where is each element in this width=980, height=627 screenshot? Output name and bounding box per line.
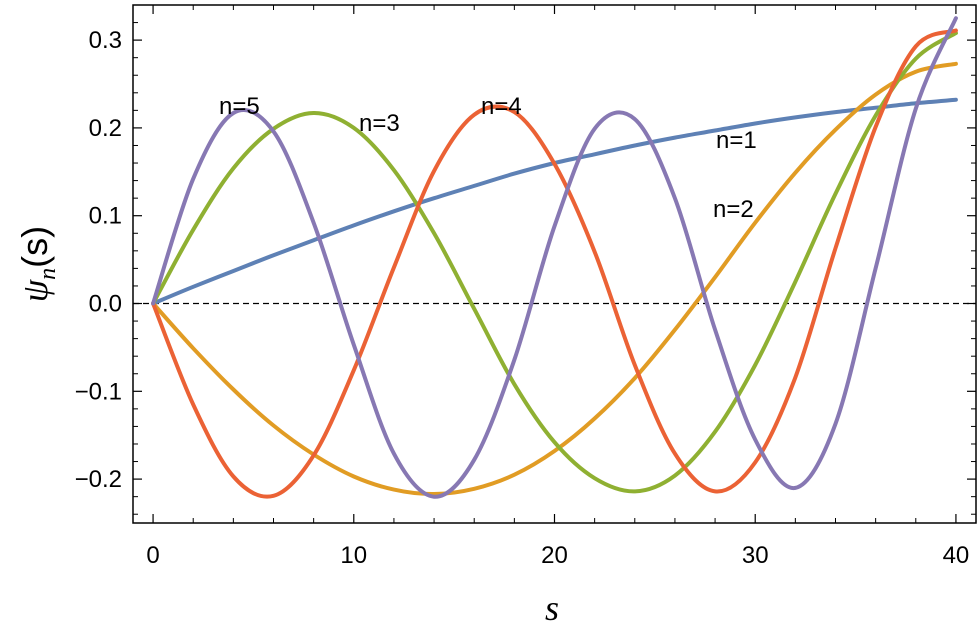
x-tick-label: 20: [541, 542, 568, 569]
tick-labels: 0 10 20 30 40 −0.2 −0.1 0.0 0.1 0.2 0.3: [75, 27, 970, 569]
x-tick-label: 10: [340, 542, 367, 569]
y-axis-title-subscript: n: [35, 268, 61, 280]
axis-ticks: [133, 5, 976, 523]
y-axis-title: ψn(s): [14, 226, 61, 302]
y-axis-title-tail: (s): [14, 226, 55, 268]
x-tick-label: 40: [943, 542, 970, 569]
annotation-n5: n=5: [219, 93, 260, 120]
series-line-n2: [151, 61, 958, 497]
series-line-n3: [151, 31, 958, 494]
plot-frame: [132, 4, 977, 524]
y-tick-label: −0.1: [75, 378, 122, 405]
y-tick-label: 0.0: [89, 291, 122, 318]
annotation-n4: n=4: [481, 93, 522, 120]
annotation-n1: n=1: [716, 127, 757, 154]
series-line-n4: [151, 28, 958, 499]
y-tick-label: 0.3: [89, 27, 122, 54]
annotation-n3: n=3: [359, 110, 400, 137]
y-axis-title-psi: ψ: [15, 279, 55, 302]
y-tick-label: 0.1: [89, 203, 122, 230]
x-tick-label: 0: [146, 542, 159, 569]
annotation-n2: n=2: [713, 196, 754, 223]
x-tick-label: 30: [742, 542, 769, 569]
y-tick-label: 0.2: [89, 115, 122, 142]
x-axis-title: s: [545, 588, 559, 627]
series-line-n5: [151, 16, 958, 499]
y-tick-label: −0.2: [75, 466, 122, 493]
series-layer: [151, 16, 958, 499]
